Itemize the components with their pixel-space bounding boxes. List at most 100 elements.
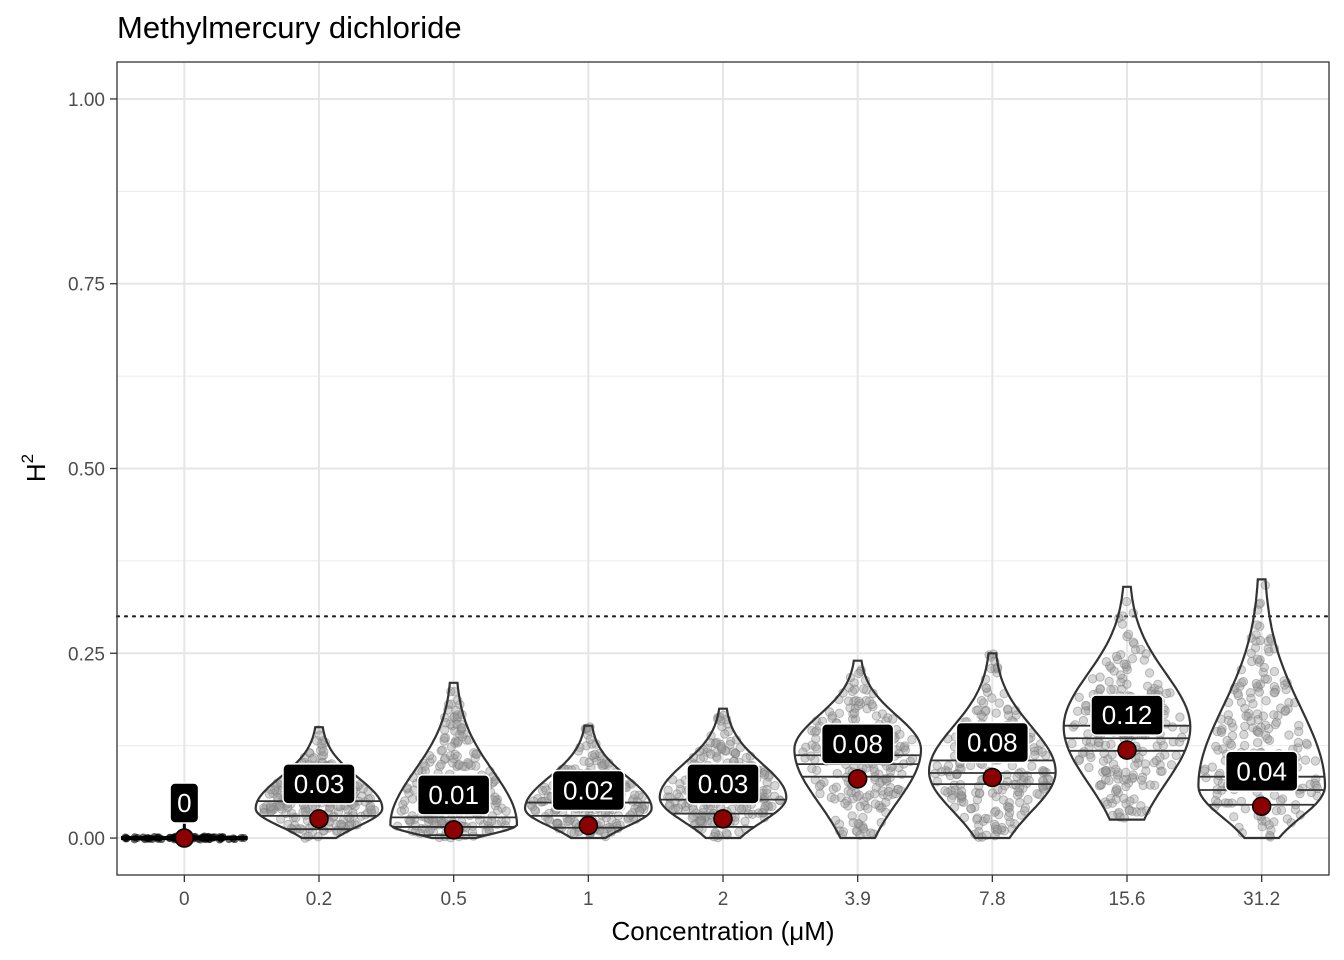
jitter-point xyxy=(1004,802,1014,813)
jitter-point xyxy=(970,802,980,812)
jitter-point xyxy=(1122,679,1132,689)
jitter-point xyxy=(269,785,280,795)
jitter-point xyxy=(1223,715,1234,726)
jitter-point xyxy=(1080,706,1091,716)
jitter-point xyxy=(317,743,327,753)
jitter-point xyxy=(1277,794,1288,804)
jitter-point xyxy=(1016,810,1026,820)
data-label: 0.03 xyxy=(282,763,356,805)
jitter-point xyxy=(950,785,960,795)
jitter-point xyxy=(966,803,976,814)
jitter-point xyxy=(1100,765,1111,776)
jitter-point xyxy=(720,745,730,756)
jitter-point xyxy=(463,759,474,769)
jitter-point xyxy=(1104,775,1114,786)
jitter-point xyxy=(1102,768,1112,778)
jitter-point xyxy=(834,708,845,718)
jitter-point xyxy=(454,729,465,739)
jitter-point xyxy=(836,792,846,803)
jitter-point xyxy=(1258,711,1269,721)
jitter-point xyxy=(987,788,998,798)
jitter-point xyxy=(798,747,808,757)
jitter-point xyxy=(1154,685,1164,695)
jitter-point xyxy=(702,747,712,757)
jitter-point xyxy=(316,739,326,749)
jitter-point xyxy=(847,811,857,821)
jitter-point xyxy=(483,821,494,831)
jitter-point xyxy=(1140,759,1151,769)
jitter-point xyxy=(451,736,461,746)
jitter-point xyxy=(1273,711,1283,721)
jitter-point xyxy=(1121,781,1131,792)
jitter-point xyxy=(990,819,1000,830)
data-label-box xyxy=(955,721,1030,764)
jitter-point xyxy=(1149,683,1160,694)
jitter-point xyxy=(268,804,279,815)
jitter-point xyxy=(663,785,673,795)
jitter-point xyxy=(853,818,863,829)
point-estimate xyxy=(309,809,329,829)
jitter-point xyxy=(991,791,1001,802)
jitter-point xyxy=(398,799,408,810)
jitter-point xyxy=(871,711,882,721)
jitter-point xyxy=(400,796,410,806)
jitter-point xyxy=(959,797,969,807)
jitter-point xyxy=(852,826,862,837)
jitter-point xyxy=(404,788,414,798)
data-label-box xyxy=(282,763,356,805)
jitter-point xyxy=(579,756,589,766)
jitter-point xyxy=(268,788,278,798)
jitter-point xyxy=(630,790,640,800)
jitter-point xyxy=(1141,766,1151,776)
jitter-point xyxy=(276,814,286,824)
jitter-point xyxy=(497,803,507,813)
jitter-point xyxy=(862,792,872,802)
jitter-point xyxy=(1034,790,1045,800)
jitter-point xyxy=(1134,753,1144,763)
jitter-point xyxy=(268,802,279,813)
jitter-point xyxy=(868,701,878,712)
jitter-point xyxy=(358,784,368,794)
jitter-point xyxy=(1269,817,1279,827)
jitter-point xyxy=(997,785,1007,795)
point-estimate xyxy=(713,809,733,829)
jitter-point xyxy=(946,786,956,796)
jitter-point xyxy=(1127,774,1138,784)
jitter-point xyxy=(1109,684,1119,694)
jitter-point xyxy=(466,760,476,771)
jitter-point xyxy=(721,828,732,838)
jitter-point xyxy=(461,735,472,745)
jitter-point xyxy=(366,805,376,815)
jitter-point xyxy=(702,816,712,826)
jitter-point xyxy=(1136,801,1146,811)
jitter-point xyxy=(1098,756,1109,766)
jitter-point xyxy=(854,790,864,800)
jitter-point xyxy=(881,797,891,807)
jitter-point xyxy=(855,699,866,709)
point-estimate xyxy=(174,828,195,848)
jitter-point xyxy=(943,761,954,771)
jitter-point xyxy=(1123,778,1134,788)
jitter-point xyxy=(436,759,446,770)
jitter-point xyxy=(266,804,276,814)
data-label-box xyxy=(1090,694,1164,736)
jitter-point xyxy=(1095,672,1105,682)
jitter-point xyxy=(1102,799,1113,809)
jitter-point xyxy=(317,751,327,761)
jitter-point xyxy=(870,789,880,799)
jitter-point xyxy=(1133,758,1143,768)
jitter-point xyxy=(1251,678,1262,689)
jitter-point xyxy=(1153,679,1163,689)
jitter-point xyxy=(1262,734,1273,744)
point-estimate xyxy=(982,767,1003,788)
jitter-point xyxy=(1254,727,1264,738)
jitter-point xyxy=(1255,655,1265,665)
jitter-point xyxy=(1087,674,1098,684)
jitter-point xyxy=(543,814,553,824)
jitter-point xyxy=(860,800,870,811)
jitter-point xyxy=(895,741,905,752)
jitter-point xyxy=(1107,750,1117,760)
jitter-point xyxy=(1223,798,1234,808)
jitter-point xyxy=(694,816,705,826)
jitter-point xyxy=(1131,807,1142,817)
